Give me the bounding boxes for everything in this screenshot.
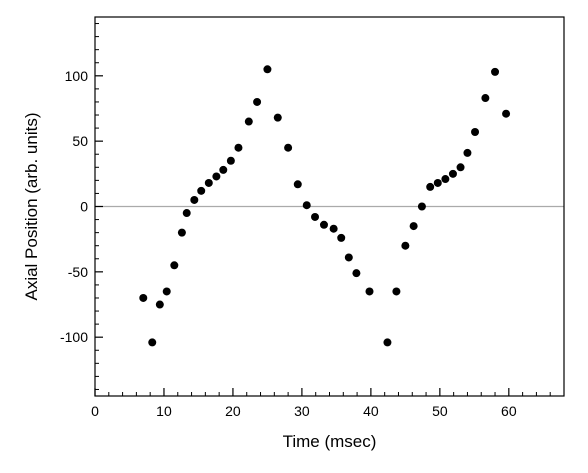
data-point	[344, 253, 353, 262]
data-point	[253, 97, 262, 106]
data-point	[212, 172, 221, 181]
data-point	[302, 201, 311, 210]
data-point	[433, 178, 442, 187]
data-point	[352, 269, 361, 278]
data-point	[426, 182, 435, 191]
data-point	[197, 186, 206, 195]
y-tick-label: 50	[72, 133, 88, 149]
y-tick-label: 100	[65, 68, 89, 84]
y-tick-label: -100	[60, 329, 88, 345]
data-point	[409, 222, 418, 231]
data-point	[190, 195, 199, 204]
data-point	[219, 165, 228, 174]
data-point	[502, 109, 511, 118]
y-tick-label: -50	[68, 264, 88, 280]
data-point	[463, 148, 472, 157]
y-tick-labels: -100 -50 0 50 100	[60, 68, 88, 345]
x-tick-label: 50	[432, 403, 448, 419]
data-point	[417, 202, 426, 211]
x-tick-label: 30	[294, 403, 310, 419]
data-point	[226, 156, 235, 165]
data-point	[284, 143, 293, 152]
data-point	[441, 175, 450, 184]
data-point	[234, 143, 243, 152]
data-point	[329, 224, 338, 233]
data-point	[293, 180, 302, 189]
data-point	[365, 287, 374, 296]
x-tick-label: 20	[225, 403, 241, 419]
minor-ticks	[95, 23, 565, 396]
x-tick-label: 60	[501, 403, 517, 419]
x-tick-label: 0	[91, 403, 99, 419]
data-point	[148, 338, 157, 347]
data-point	[263, 65, 272, 74]
data-point	[311, 212, 320, 221]
data-point	[319, 220, 328, 229]
data-point	[481, 94, 490, 103]
data-point	[491, 67, 500, 76]
data-point	[383, 338, 392, 347]
data-points	[139, 65, 511, 347]
data-point	[162, 287, 171, 296]
data-point	[170, 261, 179, 270]
x-tick-label: 10	[156, 403, 172, 419]
x-axis-title: Time (msec)	[283, 432, 377, 451]
x-tick-label: 40	[363, 403, 379, 419]
data-point	[337, 233, 346, 242]
x-tick-labels: 0 10 20 30 40 50 60	[91, 403, 517, 419]
data-point	[401, 241, 410, 250]
data-point	[273, 113, 282, 122]
data-point	[448, 169, 457, 178]
major-ticks	[94, 75, 510, 396]
data-point	[182, 209, 191, 218]
data-point	[177, 228, 186, 237]
data-point	[244, 117, 253, 126]
data-point	[139, 293, 148, 302]
data-point	[392, 287, 401, 296]
data-point	[155, 300, 164, 309]
y-axis-title: Axial Position (arb. units)	[22, 112, 41, 300]
data-point	[204, 178, 213, 187]
y-tick-label: 0	[80, 199, 88, 215]
data-point	[456, 163, 465, 172]
data-point	[471, 128, 480, 137]
plot-area-frame	[94, 16, 565, 397]
